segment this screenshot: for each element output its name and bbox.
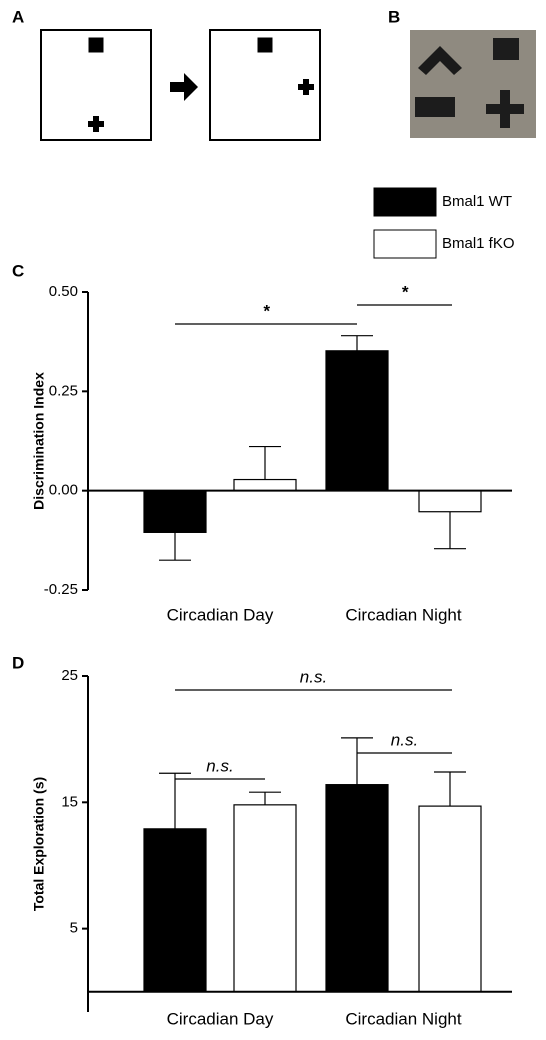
y-tick-label: 0.00 xyxy=(49,482,78,499)
bar xyxy=(143,490,207,533)
bar xyxy=(325,784,389,993)
arena-diagram xyxy=(40,29,321,141)
y-tick-label: 0.25 xyxy=(49,382,78,399)
panel-label: C xyxy=(12,261,24,280)
significance-label: n.s. xyxy=(300,667,327,686)
legend-label: Bmal1 WT xyxy=(442,193,512,210)
panel-label: B xyxy=(388,7,400,26)
y-tick-label: 25 xyxy=(61,667,78,684)
y-axis-title: Total Exploration (s) xyxy=(31,777,47,911)
bar xyxy=(233,478,297,492)
y-tick-label: 5 xyxy=(70,920,78,937)
x-tick-label: Circadian Night xyxy=(345,605,461,624)
bar xyxy=(418,490,482,513)
significance-label: * xyxy=(263,301,271,320)
panel-label: A xyxy=(12,7,24,26)
legend-swatch xyxy=(373,229,437,259)
legend-swatch xyxy=(373,187,437,217)
significance-label: n.s. xyxy=(391,730,418,749)
object-photo xyxy=(410,30,536,138)
bar xyxy=(325,350,389,492)
y-tick-label: 0.50 xyxy=(49,283,78,300)
bar xyxy=(143,828,207,993)
significance-label: * xyxy=(401,282,409,301)
y-tick-label: -0.25 xyxy=(44,581,78,598)
significance-label: n.s. xyxy=(206,756,233,775)
x-tick-label: Circadian Day xyxy=(167,605,274,624)
panel-label: D xyxy=(12,653,24,672)
x-tick-label: Circadian Night xyxy=(345,1009,461,1028)
legend-label: Bmal1 fKO xyxy=(442,235,515,252)
y-tick-label: 15 xyxy=(61,793,78,810)
bar xyxy=(418,805,482,993)
x-tick-label: Circadian Day xyxy=(167,1009,274,1028)
y-axis-title: Discrimination Index xyxy=(31,372,47,510)
bar xyxy=(233,804,297,993)
